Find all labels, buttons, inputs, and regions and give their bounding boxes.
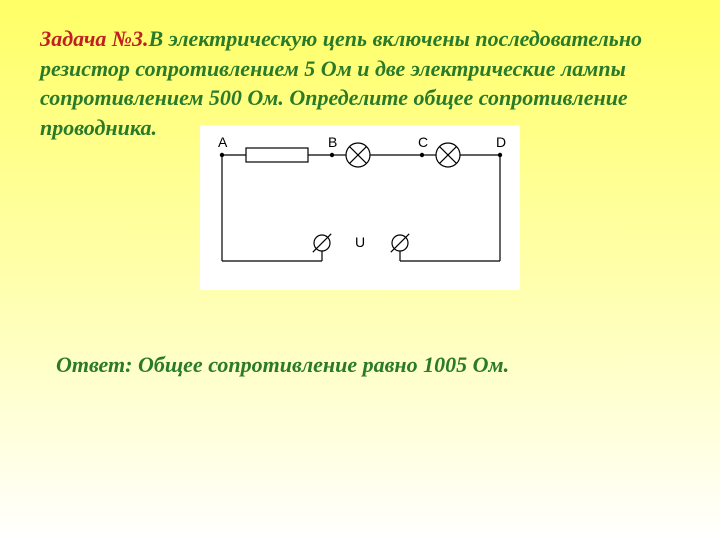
answer-text: Ответ: Общее сопротивление равно 1005 Ом… <box>40 350 680 380</box>
svg-text:A: A <box>218 134 228 150</box>
svg-text:B: B <box>328 134 337 150</box>
circuit-diagram: A B C D U <box>200 125 520 290</box>
circuit-diagram-container: A B C D U <box>40 125 680 290</box>
svg-text:U: U <box>355 234 365 250</box>
circuit-svg: A B C D U <box>200 125 520 290</box>
problem-label: Задача №3. <box>40 26 149 51</box>
svg-text:C: C <box>418 134 428 150</box>
svg-text:D: D <box>496 134 506 150</box>
